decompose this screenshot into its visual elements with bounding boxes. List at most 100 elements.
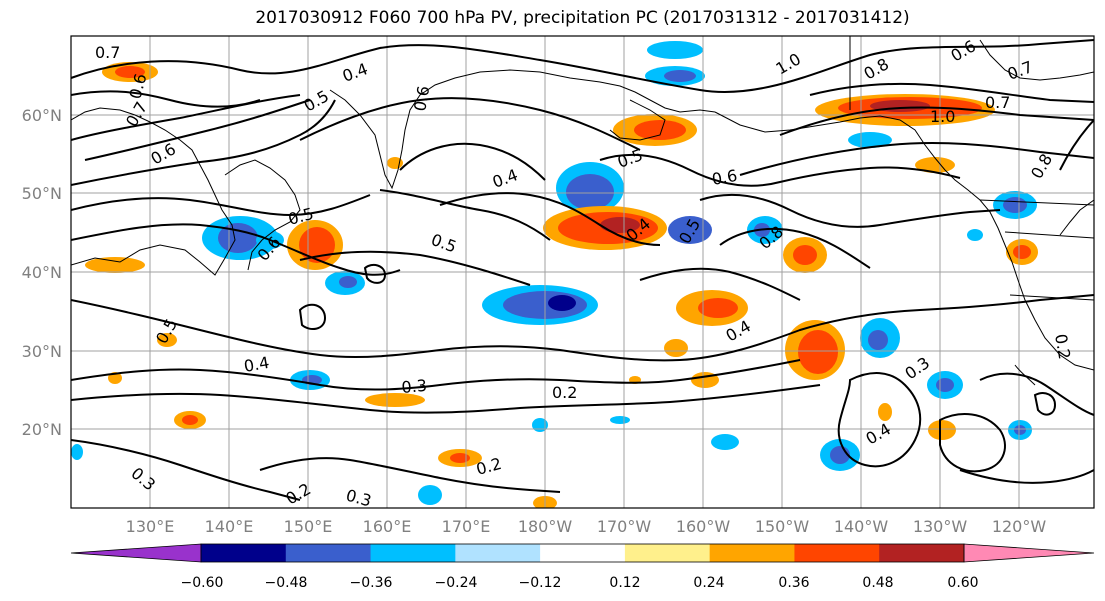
- neg-blob: [967, 229, 983, 241]
- neg-blob: [418, 485, 442, 505]
- neg-blob: [482, 285, 598, 325]
- pos-blob: [1013, 245, 1031, 259]
- pos-blob: [878, 403, 892, 421]
- colorbar-segment: [455, 544, 541, 562]
- lon-tick-label: 130°W: [913, 517, 968, 536]
- lon-tick-label: 150°E: [284, 517, 333, 536]
- colorbar-tick-label: 0.36: [778, 575, 809, 591]
- pos-blob: [613, 114, 697, 146]
- pos-blob: [85, 257, 145, 273]
- lon-tick-label: 180°W: [518, 517, 573, 536]
- colorbar-segment: [540, 544, 626, 562]
- neg-blob: [556, 162, 624, 214]
- neg-blob: [711, 434, 739, 450]
- colorbar: [70, 543, 1095, 563]
- neg-blob: [71, 444, 83, 460]
- contour-label: 0.2: [1051, 332, 1074, 360]
- neg-blob: [664, 70, 696, 82]
- neg-blob: [1003, 197, 1027, 213]
- colorbar-segment: [201, 544, 287, 562]
- lat-tick-labels: 60°N 50°N 40°N 30°N 20°N: [22, 106, 62, 439]
- contour-label: 0.6: [948, 36, 980, 65]
- pos-blob: [928, 420, 956, 440]
- contour-label: 0.8: [861, 54, 893, 83]
- contour-label: 0.7: [985, 93, 1010, 112]
- map-frame: [70, 35, 1095, 509]
- contour-label: 0.3: [127, 464, 159, 495]
- contour-label: 0.4: [490, 165, 520, 192]
- contour-label: 0.4: [340, 59, 370, 86]
- lon-tick-label: 160°W: [676, 517, 731, 536]
- colorbar-segment: [709, 544, 795, 562]
- pos-blob: [182, 415, 198, 425]
- contour-label: 0.7: [122, 98, 151, 130]
- contour-label: 0.6: [710, 166, 738, 189]
- colorbar-extend-low: [70, 543, 202, 563]
- pos-blob: [793, 245, 817, 265]
- contour-label: 0.4: [242, 353, 270, 376]
- contour-label: 0.7: [1005, 57, 1035, 84]
- contour-label: 0.4: [863, 419, 895, 448]
- map-title: 2017030912 F060 700 hPa PV, precipitatio…: [255, 8, 910, 28]
- contour-label: 0.2: [552, 383, 577, 402]
- lon-tick-label: 140°W: [834, 517, 889, 536]
- neg-blob: [868, 330, 888, 350]
- pos-blob: [785, 320, 845, 380]
- lat-tick-label: 60°N: [22, 106, 62, 125]
- lat-tick-label: 20°N: [22, 420, 62, 439]
- colorbar-tick-label: −0.60: [181, 575, 224, 591]
- contour-label: 1.0: [773, 49, 805, 78]
- lat-tick-label: 50°N: [22, 184, 62, 203]
- colorbar-segment: [794, 544, 880, 562]
- pv-contours: [71, 39, 1094, 501]
- colorbar-tick-label: 0.48: [862, 575, 893, 591]
- neg-blob: [647, 41, 703, 59]
- colorbar-segment: [624, 544, 711, 562]
- contour-label: 0.5: [429, 230, 459, 257]
- lon-tick-labels: 130°E 140°E 150°E 160°E 170°E 180°W 170°…: [126, 517, 1047, 536]
- colorbar-frame: [200, 543, 965, 563]
- pos-blob: [115, 66, 145, 78]
- lat-tick-label: 30°N: [22, 342, 62, 361]
- pos-blob: [450, 453, 470, 463]
- neg-blob: [610, 416, 630, 424]
- contour-label: 0.3: [401, 376, 428, 397]
- colorbar-tick-label: 0.60: [947, 575, 978, 591]
- lon-tick-label: 170°W: [597, 517, 652, 536]
- colorbar-tick-label: 0.24: [693, 575, 724, 591]
- lon-tick-label: 150°W: [755, 517, 810, 536]
- colorbar-tick-label: −0.36: [350, 575, 393, 591]
- colorbar-segment: [285, 544, 372, 562]
- contour-label: 0.7: [95, 43, 120, 62]
- contour-label: 0.3: [344, 486, 374, 511]
- contour-label: 0.6: [410, 84, 433, 112]
- colorbar-segment: [370, 544, 456, 562]
- lon-tick-label: 170°E: [442, 517, 491, 536]
- colorbar-tick-label: −0.12: [519, 575, 562, 591]
- pos-blob: [365, 393, 425, 407]
- colorbar-tick-label: 0.12: [609, 575, 640, 591]
- contour-label: 0.2: [283, 479, 315, 508]
- neg-blob: [532, 418, 548, 432]
- contour-label: 0.3: [901, 353, 933, 383]
- neg-blob: [668, 216, 712, 244]
- graticule: [71, 36, 1094, 508]
- pos-blob: [676, 290, 748, 326]
- lon-tick-label: 160°E: [363, 517, 412, 536]
- colorbar-extend-high: [963, 543, 1095, 563]
- neg-blob: [1014, 425, 1026, 435]
- neg-blob: [339, 276, 357, 288]
- colorbar-segment: [879, 544, 965, 562]
- colorbar-tick-label: −0.48: [265, 575, 308, 591]
- neg-blob: [848, 132, 892, 148]
- pos-blob: [157, 333, 177, 347]
- pos-blob: [915, 157, 955, 173]
- lon-tick-label: 130°E: [126, 517, 175, 536]
- neg-blob: [936, 378, 954, 392]
- lon-tick-label: 120°W: [992, 517, 1047, 536]
- pos-blob: [664, 339, 688, 357]
- lat-tick-label: 40°N: [22, 263, 62, 282]
- contour-label: 0.8: [1027, 150, 1056, 182]
- colorbar-tick-label: −0.24: [435, 575, 478, 591]
